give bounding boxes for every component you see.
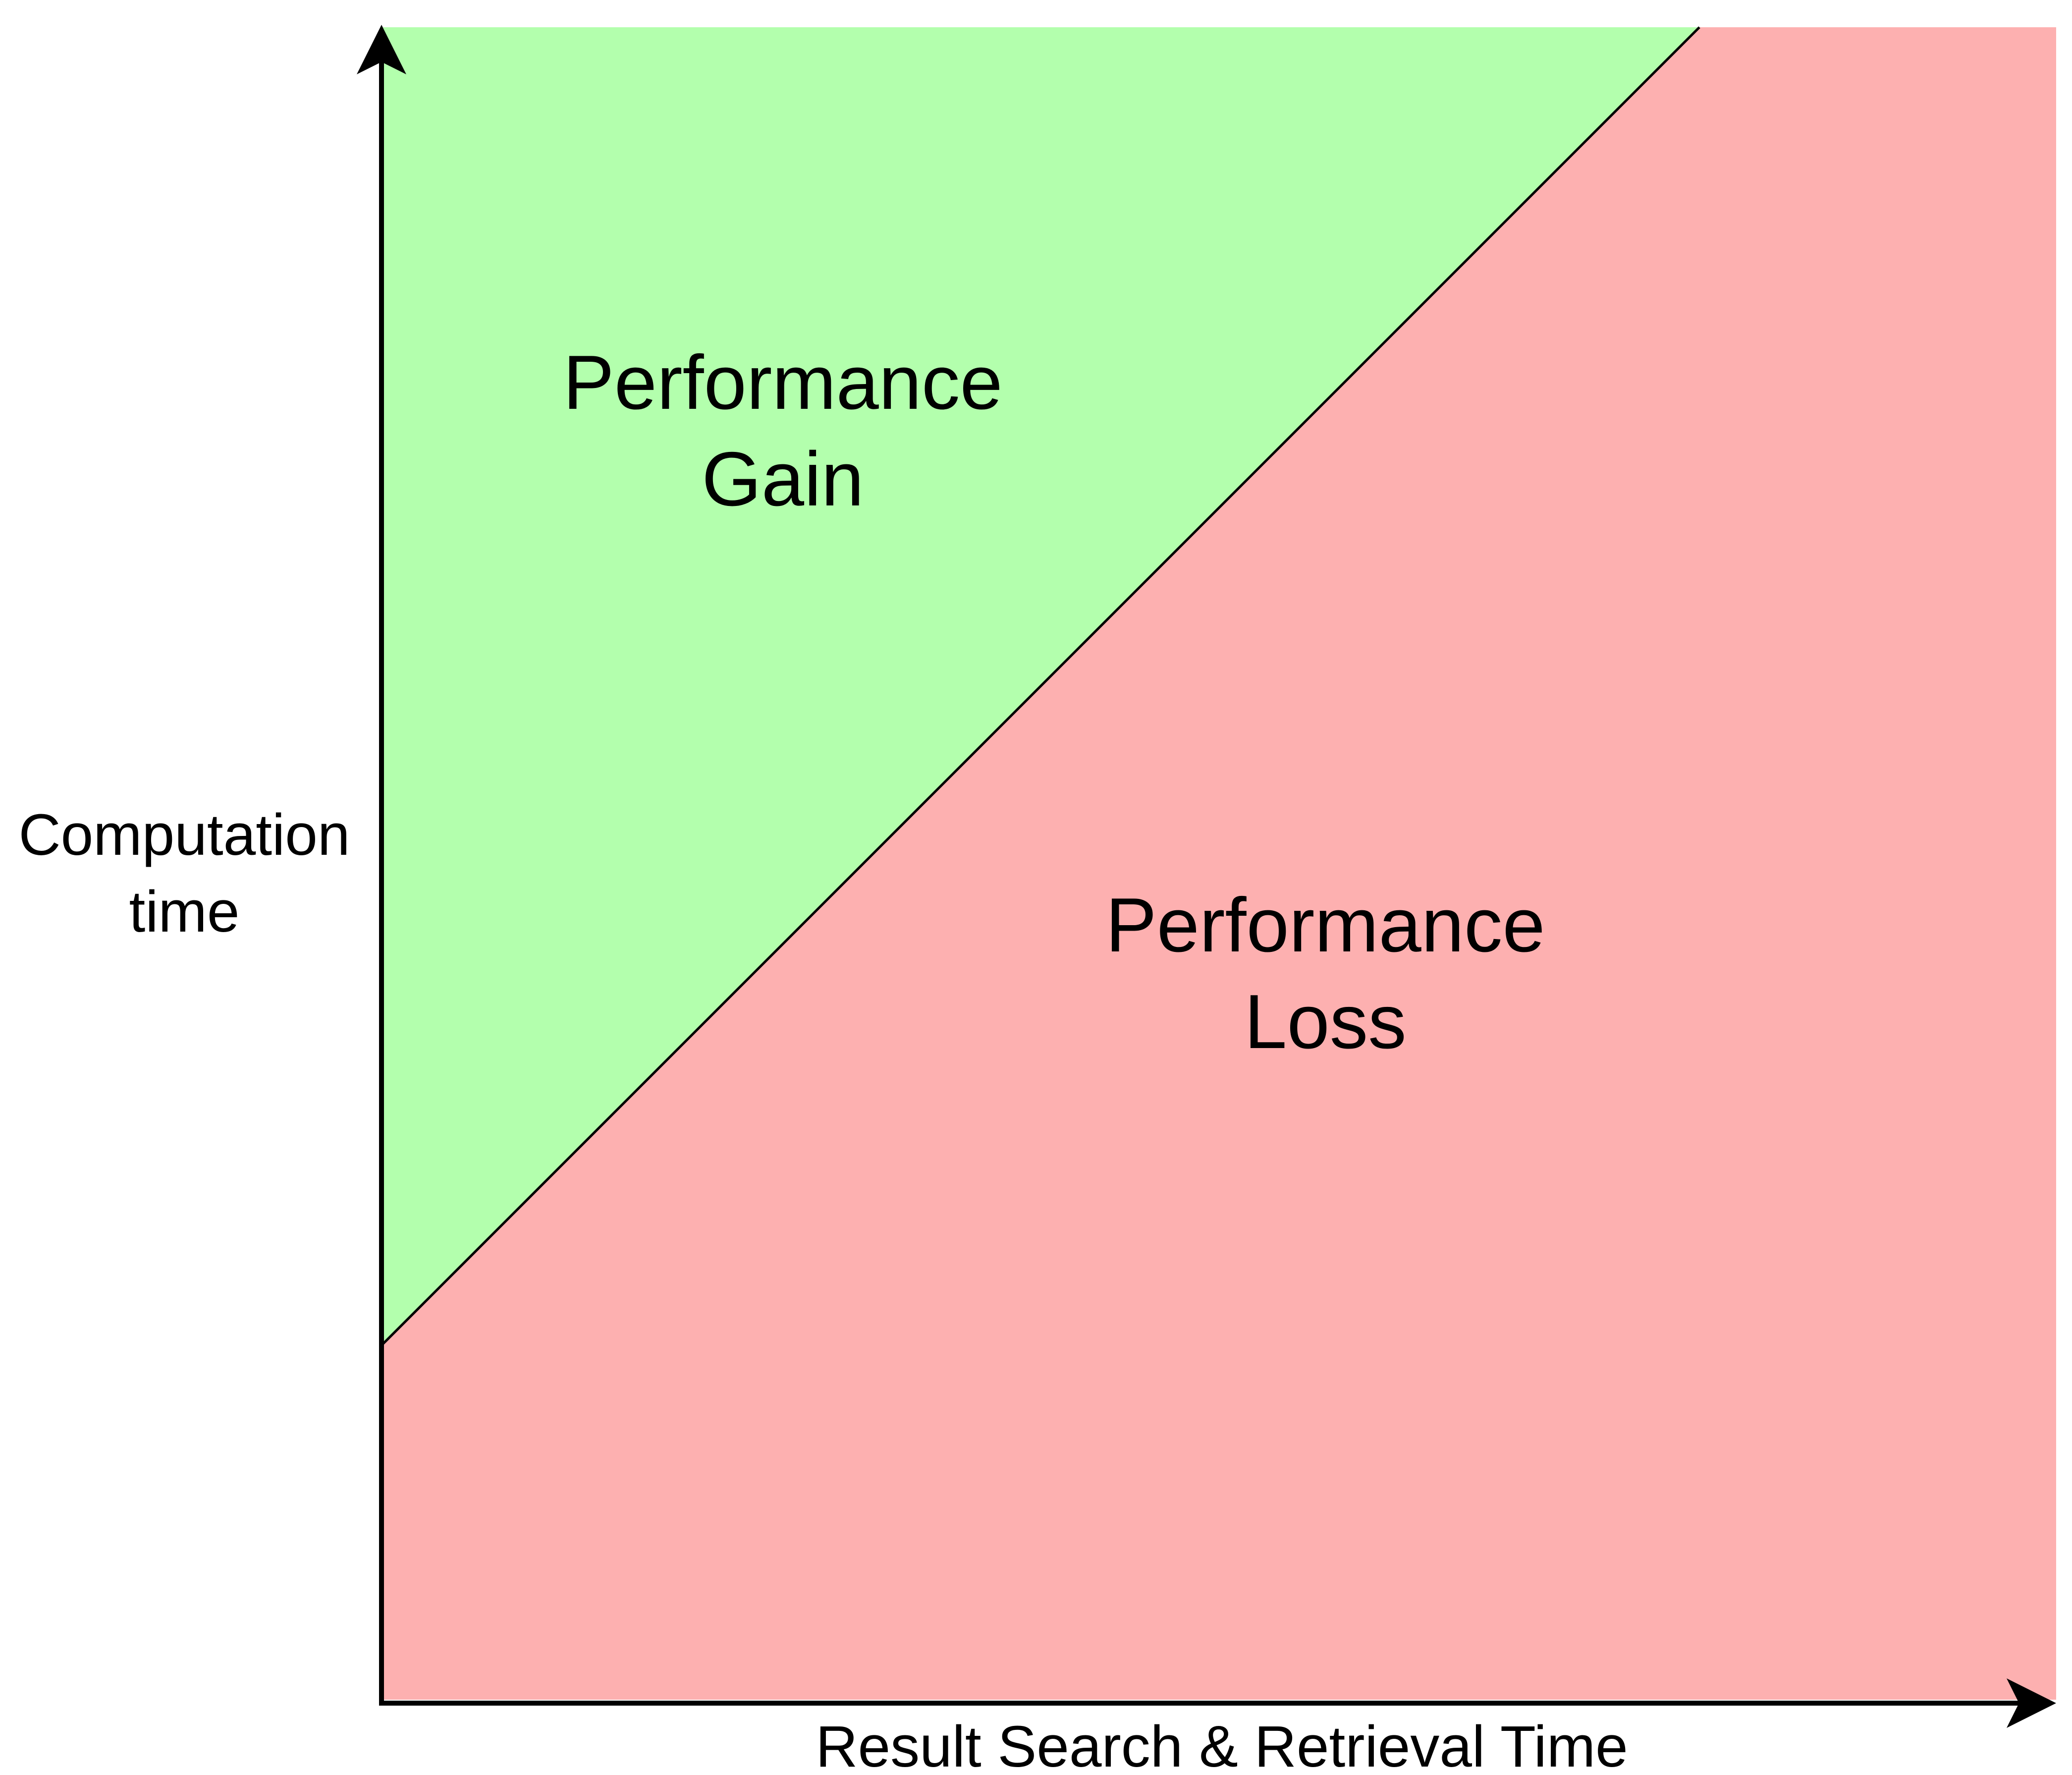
gain-label-line1: Performance xyxy=(563,339,1002,425)
loss-label-line2: Loss xyxy=(1244,979,1406,1064)
x-axis-label: Result Search & Retrieval Time xyxy=(816,1714,1628,1775)
gain-label-line2: Gain xyxy=(702,436,864,522)
loss-label-line1: Performance xyxy=(1105,882,1545,968)
y-axis-label-line1: Computation xyxy=(18,802,350,868)
break-even-line xyxy=(381,26,1700,1346)
y-axis-label-line2: time xyxy=(129,879,240,944)
